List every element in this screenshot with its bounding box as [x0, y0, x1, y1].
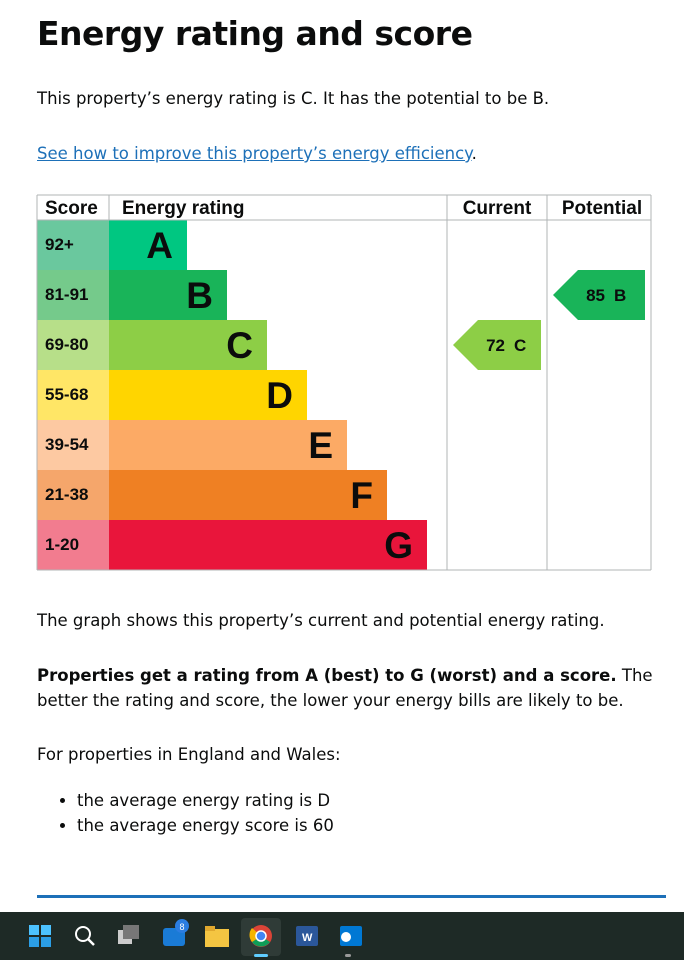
taskbar-icons: 8 W	[29, 918, 362, 957]
graph-note: The graph shows this property’s current …	[37, 611, 605, 630]
ratings-note: Properties get a rating from A (best) to…	[37, 663, 657, 713]
search-button[interactable]	[75, 926, 95, 946]
current-score: 72	[486, 336, 505, 355]
column-header: Energy rating	[122, 198, 244, 219]
rating-bar	[109, 470, 387, 520]
score-cell	[37, 320, 109, 370]
rating-letter: A	[146, 225, 173, 266]
task-view-button[interactable]	[118, 925, 139, 944]
score-range: 55-68	[45, 385, 88, 404]
intro: This property’s energy rating is C. It h…	[37, 89, 550, 108]
start-button[interactable]	[29, 925, 51, 947]
score-range: 1-20	[45, 535, 79, 554]
average-item: the average energy rating is D	[77, 788, 334, 813]
average-item: the average energy score is 60	[77, 813, 334, 838]
score-cell	[37, 470, 109, 520]
link-line: See how to improve this property’s energ…	[37, 141, 477, 166]
current-letter: C	[514, 336, 526, 355]
score-cell	[37, 420, 109, 470]
score-cell	[37, 220, 109, 270]
svg-text:W: W	[302, 932, 313, 944]
score-range: 69-80	[45, 335, 88, 354]
score-range: 21-38	[45, 485, 88, 504]
score-range: 39-54	[45, 435, 89, 454]
column-header: Current	[463, 198, 532, 219]
section-rule	[37, 895, 666, 898]
rating-bar	[109, 320, 267, 370]
notification-badge: 8	[179, 922, 184, 932]
rating-bar	[109, 220, 187, 270]
heading: Energy rating and score	[37, 14, 473, 53]
outlook-app[interactable]	[340, 926, 362, 957]
epc-chart: Score Energy rating Current Potential 92+ A 81…	[36, 194, 652, 571]
ratings-note-bold: Properties get a rating from A (best) to…	[37, 666, 617, 685]
rating-bar	[109, 370, 307, 420]
potential-letter: B	[614, 286, 626, 305]
improve-link[interactable]: See how to improve this property’s energ…	[37, 144, 472, 163]
potential-pointer	[553, 270, 645, 320]
current-pointer	[453, 320, 541, 370]
rating-letter: F	[350, 475, 373, 516]
score-range: 92+	[45, 235, 74, 254]
ratings-note-rest: The better the rating and score, the low…	[37, 666, 653, 710]
averages-list: the average energy rating is D the avera…	[37, 788, 334, 838]
rating-letter: B	[186, 275, 213, 316]
rating-letter: E	[308, 425, 333, 466]
rating-bar	[109, 520, 427, 570]
link-suffix: .	[471, 144, 477, 163]
score-cell	[37, 520, 109, 570]
file-explorer[interactable]	[205, 926, 229, 947]
rating-letter: C	[226, 325, 253, 366]
rating-bar	[109, 420, 347, 470]
rating-letter: G	[384, 525, 413, 566]
mail-app[interactable]: 8	[163, 919, 189, 946]
chrome-app[interactable]	[241, 918, 281, 957]
rating-letter: D	[266, 375, 293, 416]
rating-bar	[109, 270, 227, 320]
word-app[interactable]: W	[296, 926, 318, 946]
score-cell	[37, 370, 109, 420]
column-header: Potential	[562, 198, 642, 219]
average-intro: For properties in England and Wales:	[37, 745, 341, 764]
score-cell	[37, 270, 109, 320]
column-header: Score	[45, 198, 98, 219]
potential-score: 85	[586, 286, 605, 305]
score-range: 81-91	[45, 285, 88, 304]
taskbar: 8 W	[0, 912, 684, 960]
